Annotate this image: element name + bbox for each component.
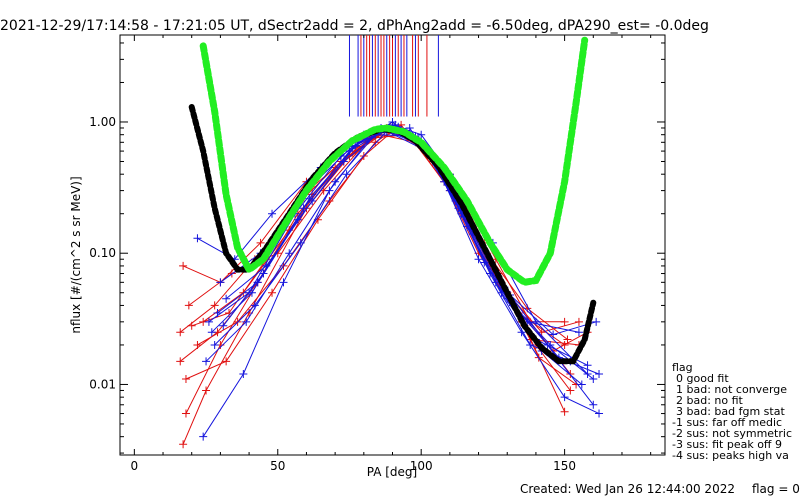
- blue-series-point: [213, 309, 222, 318]
- chart-title: 2021-12-29/17:14:58 - 17:21:05 UT, dSect…: [0, 18, 709, 34]
- legend-item: -3 sus: fit peak off 9: [672, 438, 782, 451]
- axes-layer: 0 50 100 150 0.01 0.10 1.00: [89, 35, 665, 473]
- red-series-point: [181, 409, 190, 418]
- blue-series-point: [193, 234, 202, 243]
- blue-series-line: [217, 127, 594, 406]
- blue-series-point: [331, 177, 340, 186]
- legend-item: -1 sus: far off medic: [672, 416, 782, 429]
- blue-series-point: [216, 278, 225, 287]
- y-tick-label: 1.00: [89, 115, 116, 129]
- footer-flag: flag = 0: [752, 482, 800, 496]
- blue-series-point: [253, 278, 262, 287]
- blue-series-point: [595, 370, 604, 379]
- blue-series-point: [595, 409, 604, 418]
- y-tick-label: 0.10: [89, 246, 116, 260]
- blue-series-point: [526, 340, 535, 349]
- blue-series-point: [405, 123, 414, 132]
- red-series-point: [574, 317, 583, 326]
- x-axis-label: PA [deg]: [367, 465, 417, 479]
- blue-series-point: [207, 328, 216, 337]
- blue-series-point: [268, 209, 277, 218]
- blue-series-point: [474, 255, 483, 264]
- red-series-point: [325, 196, 334, 205]
- x-tick-label: 0: [131, 459, 139, 473]
- blue-series-point: [589, 375, 598, 384]
- red-series-point: [566, 386, 575, 395]
- red-series-point: [176, 357, 185, 366]
- red-series-point: [210, 301, 219, 310]
- red-series-point: [256, 238, 265, 247]
- blue-series-point: [285, 249, 294, 258]
- blue-series-line: [202, 127, 600, 437]
- blue-series-point: [296, 238, 305, 247]
- blue-series-point: [259, 269, 268, 278]
- blue-series-point: [242, 317, 251, 326]
- red-series-line: [191, 127, 577, 385]
- legend-item: 3 bad: bad fgm stat: [676, 405, 785, 418]
- legend-item: 1 bad: not converge: [676, 383, 787, 396]
- blue-series-point: [222, 294, 231, 303]
- red-series-point: [176, 328, 185, 337]
- blue-series-point: [577, 380, 586, 389]
- blue-series-point: [592, 317, 601, 326]
- red-series-point: [222, 357, 231, 366]
- blue-series-point: [583, 361, 592, 370]
- blue-series-point: [199, 432, 208, 441]
- legend-item: 2 bad: no fit: [676, 394, 744, 407]
- red-series-point: [560, 407, 569, 416]
- blue-series-point: [342, 170, 351, 179]
- blue-series-point: [574, 328, 583, 337]
- legend: flag 0 good fit 1 bad: not converge 2 ba…: [672, 361, 792, 462]
- blue-series-point: [345, 147, 354, 156]
- created-timestamp: Created: Wed Jan 26 12:44:00 2022: [520, 482, 735, 496]
- blue-series-point: [305, 194, 314, 203]
- blue-series-point: [219, 321, 228, 330]
- red-series-point: [179, 261, 188, 270]
- x-tick-label: 100: [410, 459, 433, 473]
- red-series-line: [197, 124, 565, 346]
- red-series-point: [202, 386, 211, 395]
- red-series-point: [268, 288, 277, 297]
- red-series-point: [371, 138, 380, 147]
- legend-item: -4 sus: peaks high va: [672, 449, 789, 462]
- x-tick-label: 150: [553, 459, 576, 473]
- series-layer: [176, 35, 604, 449]
- blue-series-point: [589, 400, 598, 409]
- blue-series-point: [202, 357, 211, 366]
- legend-item: 0 good fit: [676, 372, 729, 385]
- legend-title: flag: [672, 361, 693, 374]
- blue-series-point: [279, 278, 288, 287]
- red-series-point: [563, 335, 572, 344]
- blue-series-point: [417, 130, 426, 139]
- blue-series-point: [560, 393, 569, 402]
- blue-series-point: [549, 330, 558, 339]
- blue-series-line: [208, 127, 571, 362]
- red-series-point: [179, 440, 188, 449]
- legend-item: -2 sus: not symmetric: [672, 427, 792, 440]
- red-series-point: [187, 321, 196, 330]
- blue-series-point: [204, 317, 213, 326]
- y-tick-label: 0.01: [89, 377, 116, 391]
- x-tick-label: 50: [270, 459, 285, 473]
- blue-series-point: [491, 278, 500, 287]
- red-series-point: [181, 375, 190, 384]
- red-series-point: [184, 301, 193, 310]
- blue-series-point: [239, 370, 248, 379]
- blue-series-point: [543, 340, 552, 349]
- red-series-point: [560, 317, 569, 326]
- fit-curve-green: [199, 36, 589, 286]
- y-axis-label: nflux [#/(cm^2 s sr MeV)]: [69, 176, 83, 333]
- red-series-line: [182, 127, 566, 445]
- blue-series-point: [210, 340, 219, 349]
